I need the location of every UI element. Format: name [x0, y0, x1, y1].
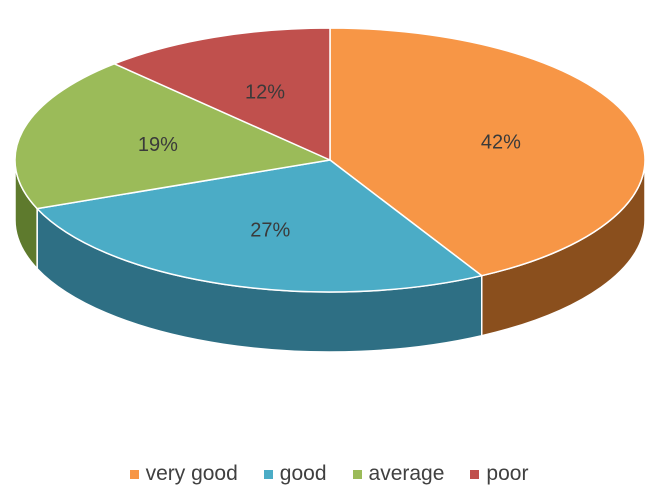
legend-label: poor	[486, 462, 529, 485]
legend: very good good average poor	[0, 462, 658, 486]
pie-slice-average	[14, 63, 331, 210]
legend-swatch	[352, 469, 362, 479]
pie-tops	[14, 27, 646, 293]
pie-slice-very-good	[329, 27, 646, 277]
legend-label: very good	[145, 462, 238, 485]
legend-swatch	[129, 469, 139, 479]
legend-swatch	[263, 469, 273, 479]
data-label-average: 19%	[138, 134, 178, 156]
data-label-good: 27%	[250, 220, 290, 242]
legend-swatch	[470, 469, 480, 479]
legend-label: average	[368, 462, 445, 485]
pie-slice-good	[36, 159, 483, 293]
legend-item-very-good: very good	[129, 462, 238, 486]
pie-chart: 42% 27% 19% 12%	[14, 27, 646, 353]
data-label-poor: 12%	[245, 81, 285, 103]
legend-item-poor: poor	[470, 462, 528, 486]
data-label-very-good: 42%	[481, 132, 521, 154]
pie-labels: 42% 27% 19% 12%	[138, 81, 521, 241]
pie-slice-poor	[113, 27, 331, 161]
legend-item-good: good	[263, 462, 327, 486]
legend-label: good	[279, 462, 327, 485]
legend-item-average: average	[352, 462, 445, 486]
